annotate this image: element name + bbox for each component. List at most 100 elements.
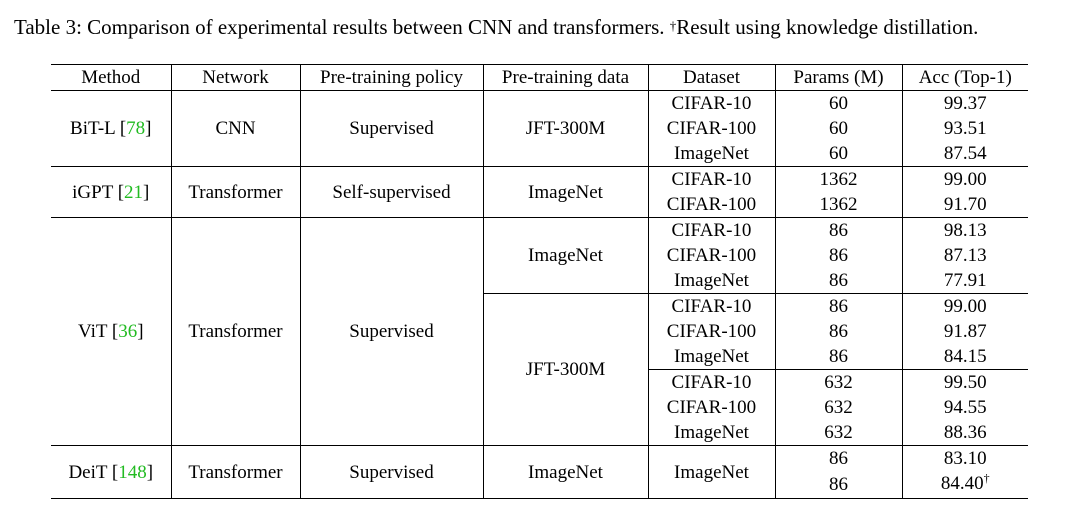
dagger-mark: † xyxy=(983,471,990,485)
caption-suffix: Result using knowledge distillation. xyxy=(676,15,979,39)
accuracy-cell: 99.00 xyxy=(902,293,1028,319)
params-cell: 60 xyxy=(775,90,903,116)
dataset-cell: CIFAR-10 xyxy=(648,166,776,192)
params-cell: 86 xyxy=(775,445,903,471)
params-cell: 86 xyxy=(775,243,903,268)
accuracy-value: 84.40 xyxy=(940,473,984,494)
caption-dagger: † xyxy=(669,18,677,33)
accuracy-cell: 99.37 xyxy=(902,91,1028,117)
table-body: BiT-L [78] CNN Supervised JFT-300M CIFAR-10 6… xyxy=(51,90,1028,499)
dataset-cell: ImageNet xyxy=(648,445,776,499)
accuracy-value: 88.36 xyxy=(943,422,987,443)
params-cell: 1362 xyxy=(775,166,903,192)
pretraining-data-cell: JFT-300M xyxy=(483,90,649,167)
dataset-cell: ImageNet xyxy=(648,420,776,446)
policy-cell: Self-supervised xyxy=(300,166,484,218)
header-method: Method xyxy=(51,64,172,91)
dataset-cell: CIFAR-10 xyxy=(648,369,776,395)
table-row: CIFAR-100 86 87.13 xyxy=(51,243,1028,268)
accuracy-cell: 94.55 xyxy=(902,395,1028,420)
policy-cell: Supervised xyxy=(300,217,484,446)
accuracy-value: 99.00 xyxy=(943,169,987,190)
dataset-cell: ImageNet xyxy=(648,141,776,167)
header-pretraining-policy: Pre-training policy xyxy=(300,64,484,91)
dataset-cell: CIFAR-10 xyxy=(648,90,776,116)
accuracy-cell: 91.70 xyxy=(902,192,1028,218)
params-cell: 86 xyxy=(775,471,903,499)
caption-prefix: Table 3: Comparison of experimental resu… xyxy=(14,15,670,39)
table-row: CIFAR-100 1362 91.70 xyxy=(51,192,1028,218)
accuracy-cell: 91.87 xyxy=(902,319,1028,344)
table-row: ImageNet 632 88.36 xyxy=(51,420,1028,446)
header-accuracy: Acc (Top-1) xyxy=(918,67,1012,88)
params-cell: 632 xyxy=(775,395,903,420)
table-row: ImageNet 86 77.91 xyxy=(51,268,1028,294)
params-cell: 1362 xyxy=(775,192,903,218)
citation-link[interactable]: 78 xyxy=(126,118,146,139)
accuracy-cell: 87.54 xyxy=(902,141,1028,167)
accuracy-value: 84.15 xyxy=(943,346,987,367)
table-row: CIFAR-100 60 93.51 xyxy=(51,116,1028,141)
method-name: ViT xyxy=(77,321,108,342)
method-cell: iGPT [21] xyxy=(51,166,172,218)
params-cell: 632 xyxy=(775,369,903,395)
policy-cell: Supervised xyxy=(300,445,484,499)
table-row: CIFAR-10 632 99.50 xyxy=(51,369,1028,395)
network-cell: Transformer xyxy=(171,445,301,499)
dataset-cell: CIFAR-10 xyxy=(648,217,776,243)
table-row: BiT-L [78] CNN Supervised JFT-300M CIFAR-10 6… xyxy=(51,90,1028,167)
table-row: DeiT [148] Transformer Supervised ImageNet I… xyxy=(51,445,1028,499)
header-network: Network xyxy=(171,64,301,91)
citation-link[interactable]: 21 xyxy=(124,181,144,203)
params-cell: 86 xyxy=(775,344,903,370)
dataset-cell: ImageNet xyxy=(648,268,776,294)
dataset-cell: CIFAR-100 xyxy=(648,243,776,268)
header-params: Params (M) xyxy=(775,64,903,91)
table-row: ViT [36] Transformer Supervised ImageNet CIF… xyxy=(51,217,1028,446)
accuracy-cell: 87.13 xyxy=(902,243,1028,268)
accuracy-value: 93.51 xyxy=(943,118,987,139)
accuracy-cell: 83.10 xyxy=(902,446,1028,472)
pretraining-data-cell: ImageNet xyxy=(483,445,649,499)
method-cell: ViT [36] xyxy=(51,217,172,446)
table-row: JFT-300M CIFAR-10 86 99.00 xyxy=(51,293,1028,446)
accuracy-cell: 93.51 xyxy=(902,116,1028,141)
accuracy-value: 91.70 xyxy=(943,194,987,215)
table-row: ImageNet 86 84.15 xyxy=(51,344,1028,370)
accuracy-value: 87.54 xyxy=(943,143,987,164)
params-cell: 632 xyxy=(775,420,903,446)
accuracy-value: 94.55 xyxy=(943,397,987,418)
method-name: iGPT xyxy=(72,181,113,203)
table-caption: Table 3: Comparison of experimental resu… xyxy=(14,14,1064,40)
accuracy-value: 98.13 xyxy=(943,220,987,241)
accuracy-cell: 99.50 xyxy=(902,369,1028,395)
dataset-cell: CIFAR-10 xyxy=(648,293,776,319)
method-name: BiT-L xyxy=(70,118,116,139)
method-cell: DeiT [148] xyxy=(51,445,172,499)
dataset-cell: ImageNet xyxy=(648,344,776,370)
network-cell: CNN xyxy=(171,90,301,167)
pretraining-data-cell: JFT-300M xyxy=(483,293,649,446)
dataset-cell: CIFAR-100 xyxy=(648,192,776,218)
params-cell: 60 xyxy=(775,116,903,141)
accuracy-value: 91.87 xyxy=(943,321,987,342)
accuracy-value: 99.50 xyxy=(943,372,987,393)
citation-link[interactable]: 36 xyxy=(118,321,138,342)
citation-link[interactable]: 148 xyxy=(118,461,147,483)
policy-cell: Supervised xyxy=(300,90,484,167)
accuracy-value: 99.00 xyxy=(943,296,987,317)
accuracy-cell: 88.36 xyxy=(902,420,1028,446)
accuracy-cell: 84.40† xyxy=(902,471,1028,499)
table-row: CIFAR-100 632 94.55 xyxy=(51,395,1028,420)
header-pretraining-data: Pre-training data xyxy=(483,64,649,91)
method-cell: BiT-L [78] xyxy=(51,90,172,167)
header-dataset: Dataset xyxy=(648,64,776,91)
accuracy-value: 77.91 xyxy=(943,270,987,291)
pretraining-data-cell: ImageNet xyxy=(483,217,649,294)
table-row: CIFAR-100 86 91.87 xyxy=(51,319,1028,344)
method-name: DeiT xyxy=(68,461,108,483)
accuracy-value: 83.10 xyxy=(943,448,987,469)
params-cell: 60 xyxy=(775,141,903,167)
header-row: Method Network Pre-training policy Pre-t… xyxy=(51,64,1028,91)
network-cell: Transformer xyxy=(171,217,301,446)
